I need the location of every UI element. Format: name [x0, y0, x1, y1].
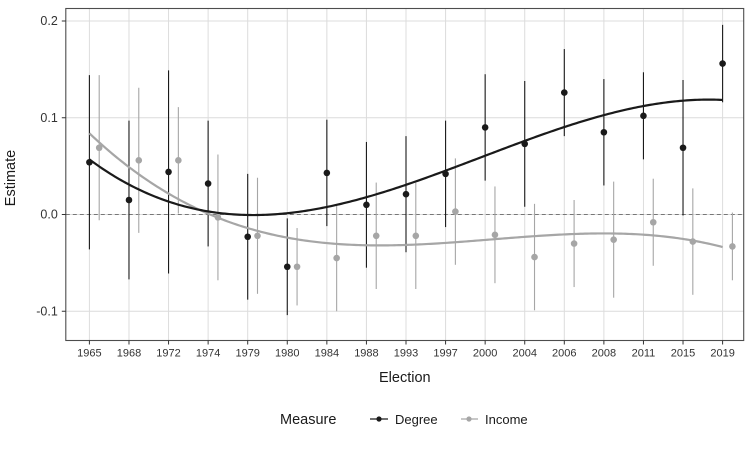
svg-text:1980: 1980 — [275, 348, 299, 360]
svg-text:2004: 2004 — [512, 348, 536, 360]
svg-text:Degree: Degree — [395, 412, 438, 427]
svg-text:2019: 2019 — [710, 348, 734, 360]
svg-text:1984: 1984 — [315, 348, 339, 360]
svg-text:1979: 1979 — [235, 348, 259, 360]
svg-text:2011: 2011 — [632, 348, 656, 360]
svg-text:2015: 2015 — [671, 348, 695, 360]
svg-text:1972: 1972 — [156, 348, 180, 360]
svg-text:1997: 1997 — [433, 348, 457, 360]
svg-text:1988: 1988 — [354, 348, 378, 360]
svg-text:0.2: 0.2 — [40, 14, 57, 28]
svg-text:1968: 1968 — [117, 348, 141, 360]
svg-text:2008: 2008 — [592, 348, 616, 360]
svg-text:0.0: 0.0 — [40, 208, 57, 222]
svg-text:2000: 2000 — [473, 348, 497, 360]
svg-text:0.1: 0.1 — [40, 111, 57, 125]
svg-text:1993: 1993 — [394, 348, 418, 360]
svg-text:1965: 1965 — [77, 348, 101, 360]
svg-text:1974: 1974 — [196, 348, 220, 360]
svg-text:Income: Income — [485, 412, 528, 427]
svg-text:2006: 2006 — [552, 348, 576, 360]
svg-text:Measure: Measure — [280, 412, 336, 428]
svg-text:Election: Election — [379, 370, 431, 386]
svg-text:Estimate: Estimate — [3, 150, 19, 206]
svg-text:-0.1: -0.1 — [36, 304, 58, 318]
